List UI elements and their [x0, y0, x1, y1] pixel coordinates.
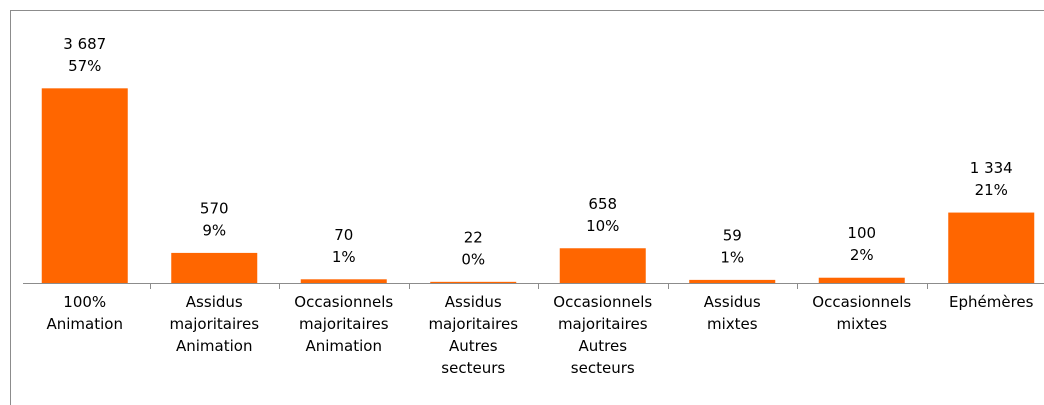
value-label: 100 — [847, 224, 876, 242]
x-tick-label-line: majoritaires — [169, 315, 259, 333]
x-tick-label-line: Autres — [578, 337, 627, 355]
share-label: 2% — [850, 246, 874, 264]
bar — [948, 212, 1035, 283]
x-tick-label-line: secteurs — [441, 359, 505, 377]
bar — [689, 279, 776, 283]
bar — [818, 277, 905, 283]
x-tick-label-line: Occasionnels — [294, 293, 393, 311]
value-label: 22 — [464, 228, 483, 246]
x-tick-label-line: Autres — [449, 337, 498, 355]
x-tick-label-line: mixtes — [836, 315, 887, 333]
bar — [41, 88, 128, 283]
x-tick-label-line: Assidus — [186, 293, 243, 311]
value-label: 570 — [200, 199, 229, 217]
share-label: 10% — [586, 217, 619, 235]
x-tick-label: Ephémères — [949, 293, 1034, 311]
x-tick-label-line: Assidus — [704, 293, 761, 311]
x-tick-label-line: Occasionnels — [553, 293, 652, 311]
value-label: 70 — [334, 226, 353, 244]
x-tick-label-line: Animation — [47, 315, 123, 333]
x-tick-label: Assidus majoritaires Autres secteurs — [428, 293, 518, 377]
x-tick-label-line: mixtes — [707, 315, 758, 333]
x-tick-label: 100% Animation — [47, 293, 123, 333]
bar — [171, 252, 258, 283]
x-tick-label-line: majoritaires — [558, 315, 648, 333]
bar — [559, 248, 646, 283]
x-tick-label-line: secteurs — [571, 359, 635, 377]
value-label: 3 687 — [63, 35, 106, 53]
x-tick-label: Occasionnels mixtes — [812, 293, 911, 333]
x-tick-label-line: Occasionnels — [812, 293, 911, 311]
x-tick-label-line: Animation — [176, 337, 252, 355]
x-tick-label: Occasionnels majoritaires Animation — [294, 293, 393, 355]
x-tick-label-line: Animation — [306, 337, 382, 355]
x-tick-label-line: 100% — [63, 293, 106, 311]
share-label: 0% — [461, 250, 485, 268]
share-label: 9% — [202, 221, 226, 239]
value-label: 658 — [588, 195, 617, 213]
x-tick-label-line: Assidus — [445, 293, 502, 311]
x-tick-label: Occasionnels majoritaires Autres secteurs — [553, 293, 652, 377]
x-tick-label-line: majoritaires — [428, 315, 518, 333]
bar — [300, 279, 387, 283]
x-tick-label: Assidus majoritaires Animation — [169, 293, 259, 355]
share-label: 1% — [332, 248, 356, 266]
bar — [430, 281, 517, 283]
x-tick-label-line: Ephémères — [949, 293, 1034, 311]
share-label: 57% — [68, 57, 101, 75]
value-label: 59 — [723, 226, 742, 244]
value-label: 1 334 — [970, 159, 1013, 177]
x-tick-label-line: majoritaires — [299, 315, 389, 333]
chart-frame — [10, 10, 1044, 405]
x-tick-label: Assidus mixtes — [704, 293, 761, 333]
share-label: 21% — [975, 181, 1008, 199]
share-label: 1% — [720, 248, 744, 266]
